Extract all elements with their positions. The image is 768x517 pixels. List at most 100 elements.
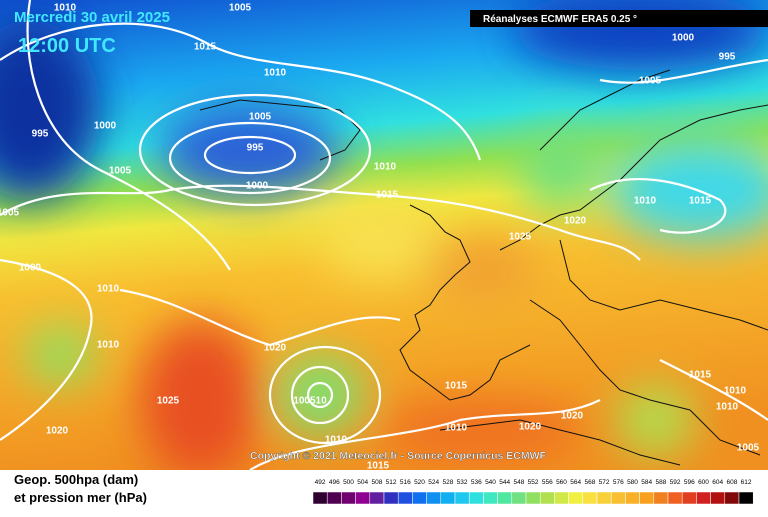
isobar-label: 1025	[157, 396, 180, 407]
scale-swatch	[696, 491, 711, 505]
scale-swatch	[653, 491, 669, 505]
scale-label: 520	[414, 479, 425, 486]
scale-swatch	[738, 491, 754, 505]
scale-swatch	[582, 491, 598, 505]
date: Mercredi 30 avril 2025	[14, 9, 170, 26]
scale-swatch	[724, 491, 740, 505]
legend-line1: Geop. 500hpa (dam)	[14, 472, 138, 487]
scale-label: 596	[684, 479, 695, 486]
scale-swatch	[355, 491, 371, 505]
isobar-label: 1010	[264, 68, 287, 79]
scale-label: 548	[513, 479, 524, 486]
isobar-label: 1010	[54, 3, 77, 14]
scale-swatch	[610, 491, 626, 505]
isobar-label: 1010	[97, 284, 120, 295]
isobar-label: 995	[32, 129, 49, 140]
scale-label: 576	[613, 479, 624, 486]
scale-swatch	[511, 491, 527, 505]
scale-label: 552	[528, 479, 539, 486]
scale-swatch	[625, 491, 640, 505]
scale-label: 580	[627, 479, 638, 486]
isobar-label: 1015	[689, 196, 712, 207]
scale-swatch	[426, 491, 442, 505]
isobar-label: 1015	[376, 190, 399, 201]
scale-label: 560	[556, 479, 567, 486]
color-scale: 492 496 500 504 508 512 516 520 524 528 532 536 540 5…	[312, 479, 754, 505]
isobar-label: 1020	[561, 411, 584, 422]
scale-label: 588	[655, 479, 666, 486]
scale-label: 512	[386, 479, 397, 486]
isobar-label: 1025	[509, 232, 532, 243]
scale-swatch	[596, 491, 612, 505]
scale-swatch	[383, 491, 399, 505]
scale-swatch	[681, 491, 697, 505]
isobar-label: 1005	[229, 3, 252, 14]
isobar-label: 1005	[737, 443, 760, 454]
isobar-label: 1010	[97, 340, 120, 351]
scale-label: 504	[357, 479, 368, 486]
scale-label: 612	[741, 479, 752, 486]
scale-label: 532	[457, 479, 468, 486]
isobar-label: 1000	[246, 181, 269, 192]
scale-swatch	[525, 491, 541, 505]
scale-swatch	[667, 491, 683, 505]
scale-swatch	[454, 491, 470, 505]
scale-label: 492	[315, 479, 326, 486]
isobars	[0, 0, 768, 470]
isobar-label: 1010	[634, 196, 657, 207]
scale-label: 536	[471, 479, 482, 486]
scale-label: 604	[712, 479, 723, 486]
isobar-label: 1005	[109, 166, 132, 177]
isobar-label: 1020	[519, 422, 542, 433]
isobar-label: 1015	[689, 370, 712, 381]
scale-swatch	[568, 491, 584, 505]
isobar-label: 1000	[94, 121, 117, 132]
scale-label: 556	[542, 479, 553, 486]
scale-label: 572	[599, 479, 610, 486]
isobar-label: 1015	[367, 461, 390, 472]
scale-swatch	[497, 491, 513, 505]
color-field	[0, 0, 768, 470]
borders	[199, 69, 768, 466]
scale-swatch	[639, 491, 655, 505]
scale-label: 608	[726, 479, 737, 486]
isobar-label: 1005	[0, 208, 20, 219]
scale-label: 508	[371, 479, 382, 486]
isobar-label: 1020	[264, 343, 287, 354]
scale-swatch	[483, 491, 498, 505]
legend-line2: et pression mer (hPa)	[14, 490, 147, 505]
scale-swatch	[326, 491, 342, 505]
isobar-label: 1000	[672, 33, 695, 44]
isobar-label: 995	[247, 143, 264, 154]
scale-swatch	[468, 491, 484, 505]
scale-swatch	[539, 491, 555, 505]
time: 12:00 UTC	[18, 35, 116, 57]
isobar-label: 1020	[46, 426, 69, 437]
isobar-label: 1000	[19, 263, 42, 274]
copyright: Copyright © 2021 Meteociel.fr - Source C…	[250, 450, 547, 462]
scale-label: 524	[428, 479, 439, 486]
scale-label: 540	[485, 479, 496, 486]
scale-label: 564	[570, 479, 581, 486]
isobar-label: 1020	[564, 216, 587, 227]
scale-swatch	[440, 491, 456, 505]
scale-label: 496	[329, 479, 340, 486]
isobar-label: 1005	[249, 112, 272, 123]
scale-label: 544	[499, 479, 510, 486]
isobar-label: 1015	[445, 381, 468, 392]
source-box	[470, 10, 768, 27]
isobar-label: 1010	[716, 402, 739, 413]
scale-label: 568	[584, 479, 595, 486]
isobar-label: 1015	[194, 42, 217, 53]
scale-swatch	[397, 491, 413, 505]
isobar-labels: 1010 1005 1015 1010 1005 995 1000 995 1000 1005 10…	[0, 3, 760, 472]
scale-swatch	[341, 491, 356, 505]
scale-swatch	[412, 491, 427, 505]
scale-swatch	[369, 491, 385, 505]
source-text: Réanalyses ECMWF ERA5 0.25 °	[483, 14, 637, 25]
isobar-label: 1010	[445, 423, 468, 434]
scale-swatch	[554, 491, 569, 505]
scale-label: 500	[343, 479, 354, 486]
scale-swatch	[312, 491, 328, 505]
legend-panel	[0, 470, 768, 512]
